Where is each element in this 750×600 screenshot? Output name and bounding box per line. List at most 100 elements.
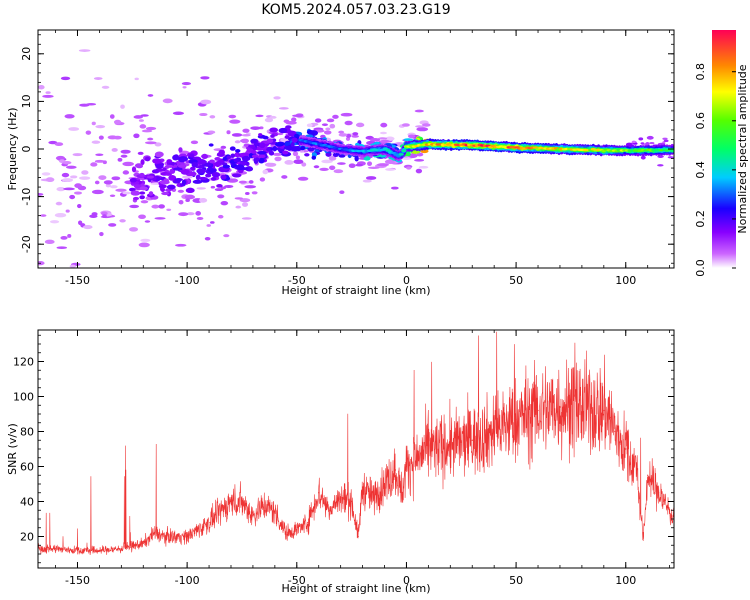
spectrogram-cell xyxy=(77,204,82,209)
spectrogram-cell xyxy=(266,138,274,144)
spectrogram-cell xyxy=(37,270,48,274)
spectrogram-cell xyxy=(300,146,306,151)
spectrogram-cell xyxy=(139,195,145,200)
spectrogram-cell xyxy=(220,186,227,190)
spectrogram-cell xyxy=(147,94,154,97)
spectrogram-cell xyxy=(354,155,359,162)
spectrogram-cell xyxy=(241,217,252,220)
snr-series-line xyxy=(38,331,674,556)
spectrogram-cell xyxy=(220,200,229,206)
spectrogram-cell xyxy=(414,158,425,162)
spectrogram-cell xyxy=(133,133,140,139)
colorbar-tick-label: 0.8 xyxy=(694,63,707,81)
spectrogram-cell xyxy=(120,149,131,154)
spectrogram-cell xyxy=(264,162,277,167)
spectrogram-cell xyxy=(290,142,295,148)
spectrogram-cell xyxy=(38,192,44,196)
snr-x-ticks: -150 -100 -50 0 50 100 xyxy=(55,330,671,587)
spectrogram-cell xyxy=(140,114,149,117)
spectrogram-cell xyxy=(220,145,227,149)
snr-x-tick-label: 0 xyxy=(403,574,410,587)
spectrogram-cell xyxy=(139,191,146,195)
spectrogram-cell xyxy=(379,139,391,143)
spectrogram-cell xyxy=(234,149,241,153)
spectrogram-cell xyxy=(151,169,160,174)
snr-point xyxy=(252,514,254,517)
spectrogram-cell xyxy=(185,187,195,194)
spectrogram-cell xyxy=(182,175,193,179)
snr-point xyxy=(351,500,353,503)
spectrogram-cell xyxy=(210,177,217,181)
spectrogram-cell xyxy=(38,260,45,266)
spectrogram-cell xyxy=(69,194,76,200)
spectrogram-cell xyxy=(294,133,299,137)
spectrogram-cell xyxy=(65,209,70,213)
spectrogram-cell xyxy=(115,188,127,192)
spectrogram-cell xyxy=(283,119,290,124)
snr-point xyxy=(296,528,298,531)
spectrogram-cell xyxy=(418,165,429,169)
spectrogram-cell xyxy=(363,156,371,161)
spectrogram-cell xyxy=(189,153,195,158)
snr-marks xyxy=(38,331,674,556)
spectrogram-cell xyxy=(240,138,249,144)
spectrogram-cell xyxy=(91,140,101,144)
spectrogram-cell xyxy=(301,162,307,167)
spectrogram-cell xyxy=(376,163,389,167)
snr-point xyxy=(329,509,331,511)
spectrogram-cell xyxy=(140,159,145,166)
spectrogram-cell xyxy=(91,121,96,126)
snr-point xyxy=(383,483,386,485)
spectrogram-cell xyxy=(228,114,237,119)
spectrogram-cell xyxy=(338,130,345,134)
spectrogram-cell xyxy=(631,140,636,144)
spectrogram-cell xyxy=(139,172,145,178)
spectrogram-cell xyxy=(649,142,655,145)
spectrogram-cell xyxy=(215,161,221,168)
spectrogram-cell xyxy=(282,150,289,155)
spectrogram-cell xyxy=(45,91,51,94)
colorbar: 0.0 0.2 0.4 0.6 0.8 Normalized spectral ampl… xyxy=(694,30,749,277)
spectrogram-cell xyxy=(184,194,196,200)
spectrogram-cell xyxy=(190,140,199,145)
spectrogram-cell xyxy=(191,162,198,168)
snr-ylabel: SNR (v/v) xyxy=(6,423,19,475)
spectrogram-x-tick-label: 0 xyxy=(403,274,410,287)
spectrogram-cell xyxy=(295,155,301,160)
spectrogram-cell xyxy=(222,156,227,161)
snr-point xyxy=(361,486,364,489)
snr-y-ticks: 20 40 60 80 100 120 xyxy=(13,334,674,564)
spectrogram-cell xyxy=(274,156,282,162)
spectrogram-cell xyxy=(207,130,216,134)
spectrogram-cell xyxy=(255,114,264,118)
spectrogram-cell xyxy=(65,23,74,26)
spectrogram-cell xyxy=(355,122,365,128)
spectrogram-cell xyxy=(269,127,279,133)
spectrogram-cell xyxy=(224,184,234,188)
spectrogram-cell xyxy=(108,223,117,227)
spectrogram-cell xyxy=(235,164,245,171)
spectrogram-cell xyxy=(86,317,96,320)
spectrogram-cell xyxy=(45,177,55,183)
spectrogram-cell xyxy=(378,137,388,140)
spectrogram-cell xyxy=(172,167,183,171)
snr-point xyxy=(120,548,122,550)
spectrogram-cell xyxy=(270,147,279,151)
spectrogram-cell xyxy=(321,159,333,164)
spectrogram-cell xyxy=(422,123,431,127)
snr-point xyxy=(401,492,403,494)
spectrogram-cell xyxy=(120,104,125,109)
snr-x-tick-label: -100 xyxy=(175,574,200,587)
spectrogram-cell xyxy=(646,135,654,140)
spectrogram-cell xyxy=(172,111,185,115)
snr-point xyxy=(405,465,408,468)
spectrogram-cell xyxy=(44,239,55,245)
snr-point xyxy=(142,542,144,545)
spectrogram-cell xyxy=(293,159,304,165)
snr-x-tick-label: 100 xyxy=(615,574,636,587)
spectrogram-cell xyxy=(181,179,187,185)
spectrogram-y-tick-label: 20 xyxy=(20,47,33,61)
spectrogram-cell xyxy=(54,142,64,147)
spectrogram-cell xyxy=(233,158,239,163)
spectrogram-cell xyxy=(415,168,423,174)
